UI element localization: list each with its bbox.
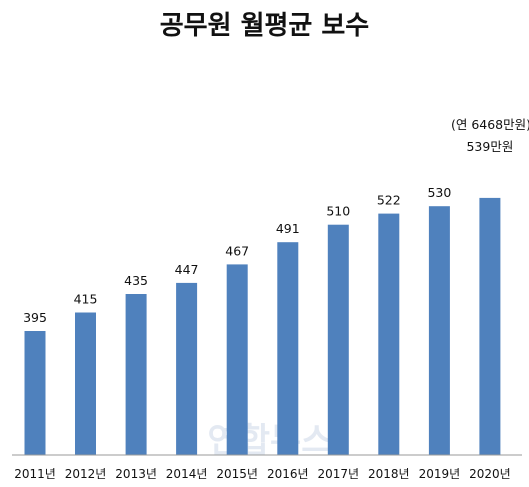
annotation-label: (연 6468만원) <box>451 117 529 132</box>
value-label-2017년: 510 <box>326 204 350 219</box>
x-tick-2012년: 2012년 <box>65 467 107 481</box>
value-label-2016년: 491 <box>276 221 300 236</box>
x-tick-2017년: 2017년 <box>318 467 360 481</box>
value-labels-group: 395 415 435 447 467 491 510 522 530 539만원 <box>23 139 513 325</box>
bar-2019년 <box>428 206 450 455</box>
value-label-2015년: 467 <box>225 243 249 258</box>
bar-2017년 <box>327 224 349 455</box>
x-tick-2011년: 2011년 <box>14 467 56 481</box>
x-tick-2015년: 2015년 <box>216 467 258 481</box>
value-label-2020년: 539만원 <box>466 139 513 154</box>
bar-2018년 <box>378 213 400 455</box>
bar-2011년 <box>24 331 46 455</box>
value-label-2013년: 435 <box>124 273 148 288</box>
bar-2014년 <box>176 282 198 455</box>
value-label-2014년: 447 <box>175 262 199 277</box>
x-tick-2019년: 2019년 <box>419 467 461 481</box>
value-label-2012년: 415 <box>74 292 98 307</box>
value-label-2019년: 530 <box>427 185 451 200</box>
bars-group <box>24 197 501 455</box>
x-tick-2013년: 2013년 <box>115 467 157 481</box>
x-tick-2018년: 2018년 <box>368 467 410 481</box>
value-label-2018년: 522 <box>377 193 401 208</box>
bar-2020년 <box>479 197 501 455</box>
x-tick-labels-group: 2011년 2012년 2013년 2014년 2015년 2016년 2017년 2018년… <box>14 467 510 481</box>
bar-2015년 <box>226 264 248 455</box>
x-tick-2016년: 2016년 <box>267 467 309 481</box>
value-label-2011년: 395 <box>23 310 47 325</box>
bar-2013년 <box>125 294 147 455</box>
x-tick-2020년: 2020년 <box>469 467 511 481</box>
chart-title: 공무원 월평균 보수 <box>160 11 369 41</box>
bar-2016년 <box>277 242 299 455</box>
bar-2012년 <box>75 312 96 455</box>
x-tick-2014년: 2014년 <box>166 467 208 481</box>
